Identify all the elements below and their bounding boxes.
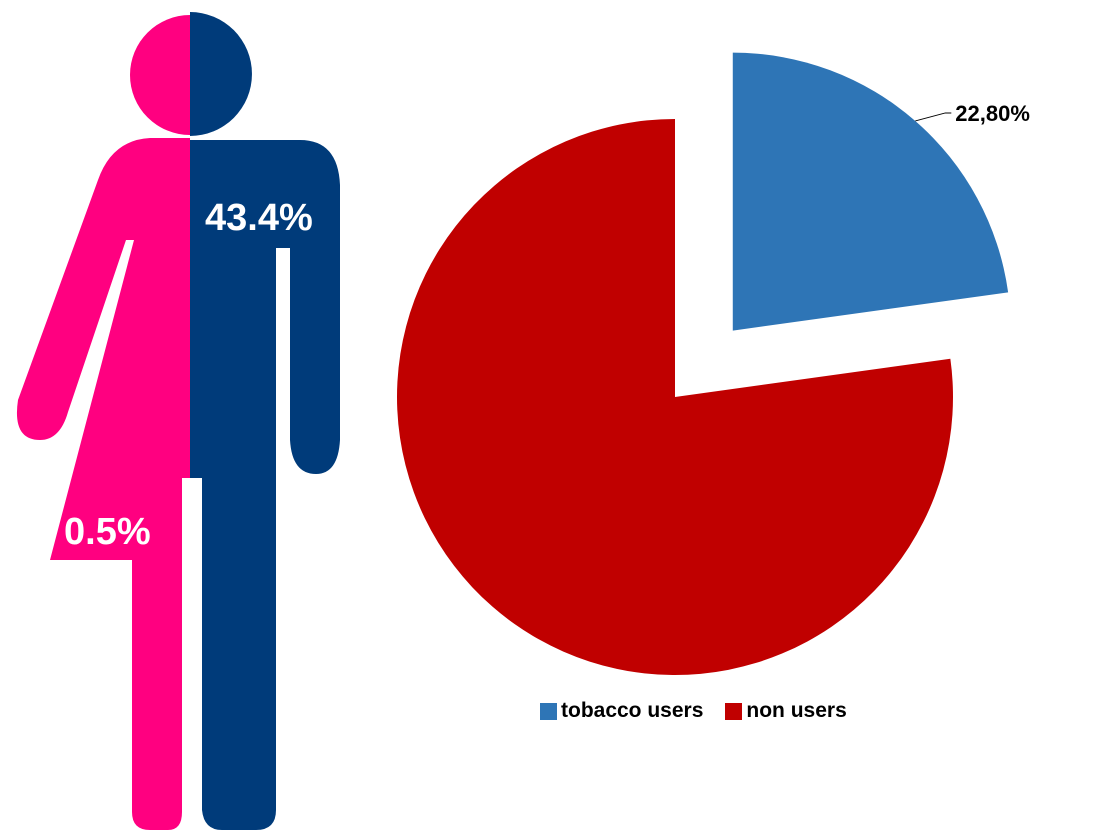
pie-slice-tobacco-users (732, 52, 1009, 331)
male-figure-icon (190, 12, 340, 830)
legend-swatch-tobacco (540, 702, 557, 720)
legend-label-tobacco: tobacco users (561, 699, 704, 722)
leader-line-tobacco-users (915, 112, 952, 122)
female-percent-label: 0.5% (64, 511, 151, 553)
male-percent-label: 43.4% (205, 197, 313, 239)
legend: tobacco users non users (540, 699, 847, 723)
legend-item-non-users: non users (725, 699, 847, 723)
legend-label-non-users: non users (746, 699, 847, 722)
pie-slice-non-users (397, 119, 954, 675)
pie-chart: 22,80% (397, 52, 1030, 675)
legend-swatch-non-users (725, 702, 743, 720)
legend-item-tobacco: tobacco users (540, 699, 703, 723)
data-label-tobacco-users: 22,80% (955, 101, 1030, 126)
